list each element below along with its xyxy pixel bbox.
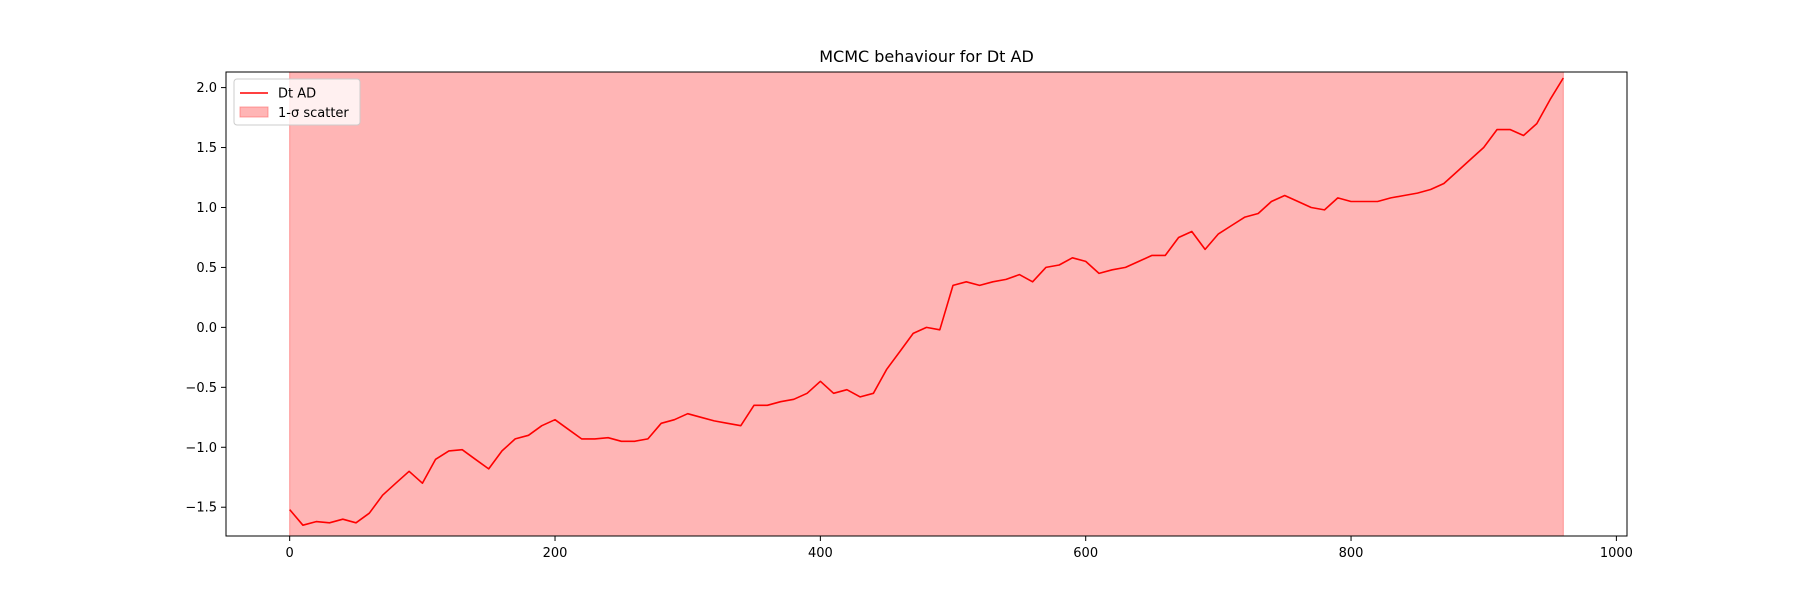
x-tick-label: 0 [286,546,294,561]
y-tick-label: 2.0 [196,81,217,96]
y-tick-label: 1.0 [196,201,217,216]
y-axis: −1.5 −1.0 −0.5 0.0 0.5 1.0 1.5 2.0 [185,81,226,516]
x-axis: 0 200 400 600 800 1000 [286,536,1633,561]
legend: Dt AD 1-σ scatter [233,78,361,126]
x-tick-label: 800 [1339,546,1364,561]
y-tick-label: −1.0 [185,441,217,456]
legend-label-series: Dt AD [278,87,316,102]
scatter-band-layer [289,71,1564,537]
series-line-layer [289,77,1564,527]
y-tick-label: 1.5 [196,141,217,156]
y-tick-label: 0.0 [196,321,217,336]
scatter-band [289,71,1564,537]
y-tick-label: −0.5 [185,381,217,396]
legend-label-band: 1-σ scatter [278,106,349,121]
legend-band-swatch [239,106,269,118]
chart-title: MCMC behaviour for Dt AD [819,47,1034,66]
plot-frame [225,71,1628,537]
y-tick-label: 0.5 [196,261,217,276]
series-line-0 [289,77,1564,527]
x-tick-label: 600 [1073,546,1098,561]
x-tick-label: 400 [808,546,833,561]
x-tick-label: 200 [543,546,568,561]
y-tick-label: −1.5 [185,501,217,516]
x-tick-label: 1000 [1600,546,1633,561]
